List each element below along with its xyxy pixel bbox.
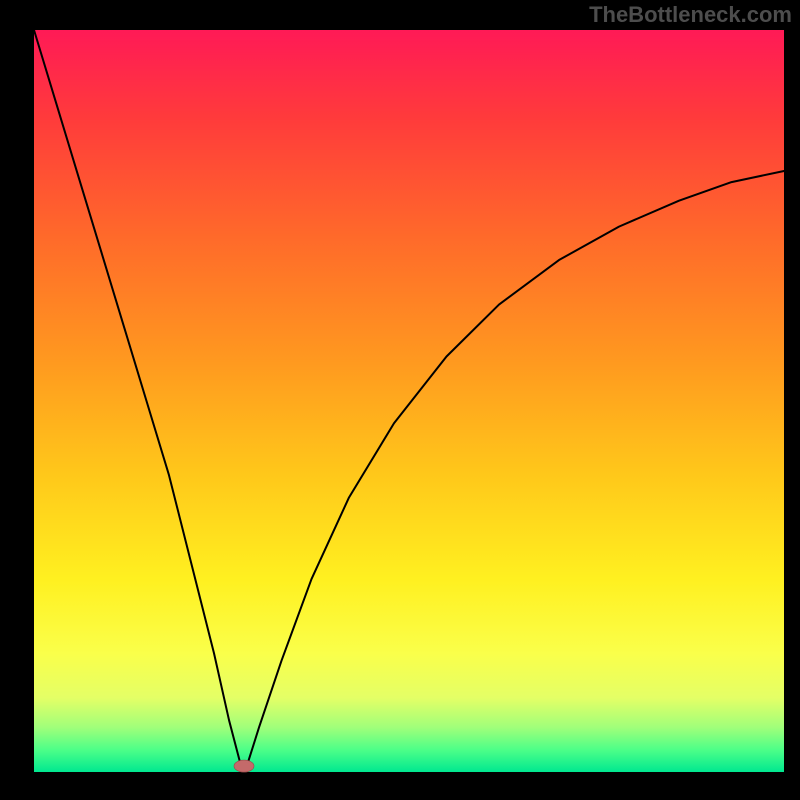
watermark-text: TheBottleneck.com: [589, 2, 792, 28]
chart-container: TheBottleneck.com: [0, 0, 800, 800]
optimal-point-marker: [234, 760, 254, 772]
bottleneck-chart: [0, 0, 800, 800]
